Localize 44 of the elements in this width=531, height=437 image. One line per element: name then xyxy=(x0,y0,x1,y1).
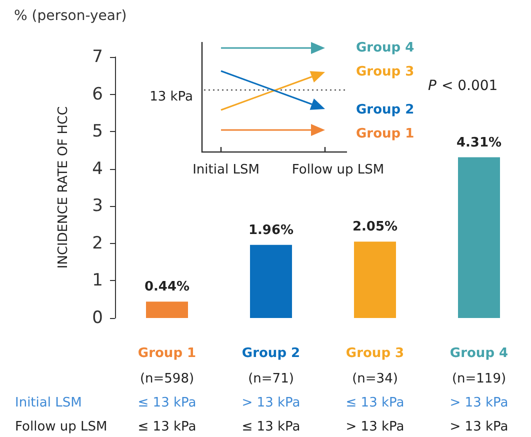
text: ≤ 13 kPa xyxy=(138,396,196,410)
data-label: 0.44% xyxy=(144,280,190,295)
text: % (person-year) xyxy=(14,8,127,24)
x-tick-label: Group 1 xyxy=(138,346,196,361)
y-tick-label: 4 xyxy=(92,158,103,179)
annotation: Group 3 xyxy=(356,64,414,80)
text: ≤ 13 kPa xyxy=(138,420,196,434)
y-tick-label: 0 xyxy=(92,308,103,328)
text: Follow up LSM xyxy=(15,420,108,434)
text: > 13 kPa xyxy=(450,420,508,434)
y-tick-label: 5 xyxy=(92,122,103,142)
data-label: 2.05% xyxy=(352,220,398,235)
text: > 13 kPa xyxy=(450,396,508,410)
annotation: 13 kPa xyxy=(150,90,193,104)
data-label: 4.31% xyxy=(456,135,502,150)
y-tick-label: 2 xyxy=(92,233,103,254)
text: ≤ 13 kPa xyxy=(242,420,300,434)
x-tick-label: Group 3 xyxy=(346,346,404,361)
text: > 13 kPa xyxy=(346,420,404,434)
y-tick-label: 3 xyxy=(92,196,103,216)
text: (n=119) xyxy=(452,372,506,386)
annotation: Follow up LSM xyxy=(292,162,384,178)
annotation: P < 0.001 xyxy=(428,78,498,94)
y-tick-label: 7 xyxy=(92,47,103,67)
annotation: Group 2 xyxy=(356,102,414,118)
text: (n=598) xyxy=(140,372,194,386)
text: (n=34) xyxy=(352,372,398,386)
bar xyxy=(458,157,500,318)
x-tick-label: Group 4 xyxy=(450,346,508,361)
bar xyxy=(250,244,292,318)
annotation: Group 1 xyxy=(356,126,414,142)
text: > 13 kPa xyxy=(242,396,300,410)
annotation: Initial LSM xyxy=(192,162,260,178)
text: (n=71) xyxy=(248,372,294,386)
y-tick-label: 1 xyxy=(92,270,103,291)
bar xyxy=(146,302,188,318)
data-label: 1.96% xyxy=(248,222,294,238)
text: Group 4 xyxy=(356,40,414,56)
y-tick-label: 6 xyxy=(92,84,103,104)
text: Initial LSM xyxy=(15,396,82,410)
y-axis-title: INCIDENCE RATE OF HCC xyxy=(56,106,71,269)
bar xyxy=(354,242,396,318)
text: ≤ 13 kPa xyxy=(346,396,404,410)
x-tick-label: Group 2 xyxy=(242,346,300,361)
